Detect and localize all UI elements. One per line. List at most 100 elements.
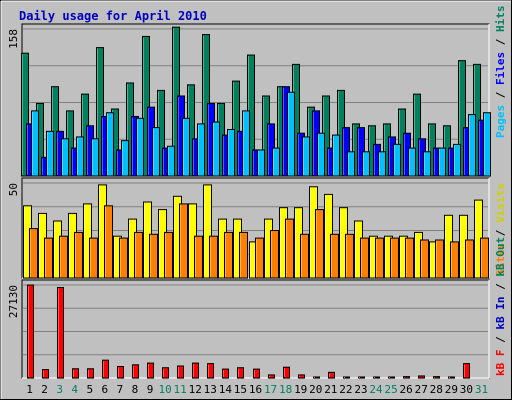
bar-pages-day-16 [257,149,265,177]
bar-pages-day-21 [332,134,340,177]
bar-pages-day-30 [468,114,476,177]
bar-kb-f-day-13 [207,363,214,379]
bar-kb-f-day-3 [57,287,64,379]
bar-pages-day-24 [378,151,386,177]
bar-kb-f-day-29 [448,376,455,379]
bar-kb-f-day-9 [147,362,154,379]
bar-pages-day-15 [242,110,250,177]
x-tick-label-day-22: 22 [339,383,352,396]
bar-pages-day-25 [393,143,401,177]
x-tick-label-day-24: 24 [369,383,383,396]
bar-kb-f-day-10 [162,367,169,379]
legend-separator: / [494,277,507,297]
bar-pages-day-22 [347,151,355,177]
x-tick-label-day-1: 1 [26,383,33,396]
bar-pages-day-28 [438,147,446,177]
bar-pages-day-5 [91,138,99,177]
x-tick-label-day-2: 2 [41,383,48,396]
legend-2: Sites / Visits [494,183,507,276]
x-tick-label-day-17: 17 [264,383,277,396]
x-tick-label-day-19: 19 [294,383,307,396]
bar-kb-f-day-18 [283,366,290,379]
x-tick-label-day-25: 25 [384,383,397,396]
bar-kb-f-day-20 [313,376,320,379]
bar-sites-day-30 [465,239,474,279]
bar-sites-day-19 [300,233,309,279]
x-tick-label-day-14: 14 [219,383,233,396]
bar-sites-day-5 [89,237,98,279]
bar-pages-day-9 [152,127,160,177]
bar-pages-day-17 [272,147,280,177]
bar-visits-day-13 [203,184,212,279]
bar-pages-day-6 [106,112,114,177]
x-tick-label-day-15: 15 [234,383,247,396]
bar-pages-day-23 [362,151,370,177]
legend-entry-files: Files [494,52,507,85]
legend-separator: / [494,330,507,350]
bar-kb-f-day-25 [388,376,395,379]
chart-title: Daily usage for April 2010 [19,9,207,23]
x-tick-label-day-7: 7 [117,383,124,396]
bar-hits-day-15 [232,80,240,177]
bar-sites-day-25 [390,237,399,279]
bar-pages-day-19 [302,136,310,177]
x-tick-label-day-28: 28 [430,383,443,396]
x-tick-label-day-29: 29 [445,383,458,396]
bar-sites-day-3 [59,235,68,279]
bar-kb-f-day-19 [298,374,305,379]
bar-pages-day-29 [453,143,461,177]
bar-kb-f-day-14 [222,368,229,379]
x-tick-label-day-3: 3 [56,383,63,396]
bar-pages-day-12 [197,123,205,177]
bar-kb-f-day-28 [433,376,440,379]
x-tick-label-day-6: 6 [102,383,109,396]
bar-kb-f-day-4 [72,368,79,379]
bar-pages-day-8 [136,117,144,177]
bar-sites-day-7 [119,237,128,279]
bar-sites-day-4 [74,231,83,279]
legend-separator: / [494,85,507,105]
x-tick-label-day-5: 5 [86,383,93,396]
legend-entry-hits: Hits [494,6,507,33]
bar-pages-day-3 [61,138,69,177]
legend-separator: / [494,32,507,52]
bar-kb-f-day-26 [403,376,410,379]
bar-sites-day-10 [164,231,173,279]
bar-sites-day-20 [315,209,324,279]
bar-kb-f-day-17 [268,374,275,379]
bar-sites-day-1 [29,228,38,279]
y-axis-max-label: 50 [7,183,20,196]
bar-sites-day-29 [450,241,459,279]
x-tick-label-day-27: 27 [415,383,428,396]
bar-kb-f-day-15 [237,367,244,379]
bar-pages-day-14 [227,128,235,177]
legend-separator: / [494,223,507,243]
bar-kb-f-day-12 [192,362,199,379]
bar-kb-f-day-21 [328,371,335,379]
bar-kb-f-day-6 [102,359,109,379]
bar-hits-day-27 [413,93,421,177]
bar-sites-day-24 [375,237,384,279]
y-axis-max-label: 27130 [7,285,20,318]
bar-sites-day-28 [435,239,444,279]
bar-pages-day-18 [287,91,295,177]
bar-sites-day-13 [209,235,218,279]
bar-sites-day-16 [255,237,264,279]
bar-pages-day-26 [408,147,416,177]
bar-sites-day-17 [270,230,279,279]
bar-hits-day-1 [21,52,29,177]
bar-pages-day-11 [182,117,190,177]
bar-pages-day-1 [31,110,39,177]
bar-sites-day-22 [345,233,354,279]
x-tick-label-day-30: 30 [460,383,473,396]
bar-kb-f-day-8 [132,364,139,379]
legend-entry-kb-in: kB In [494,297,507,330]
x-tick-label-day-9: 9 [147,383,154,396]
legend-entry-visits: Visits [494,183,507,223]
bar-kb-f-day-1 [27,284,34,379]
bar-kb-f-day-24 [373,376,380,379]
bar-kb-f-day-2 [42,369,49,379]
bar-pages-day-27 [423,151,431,177]
bar-pages-day-13 [212,121,220,177]
